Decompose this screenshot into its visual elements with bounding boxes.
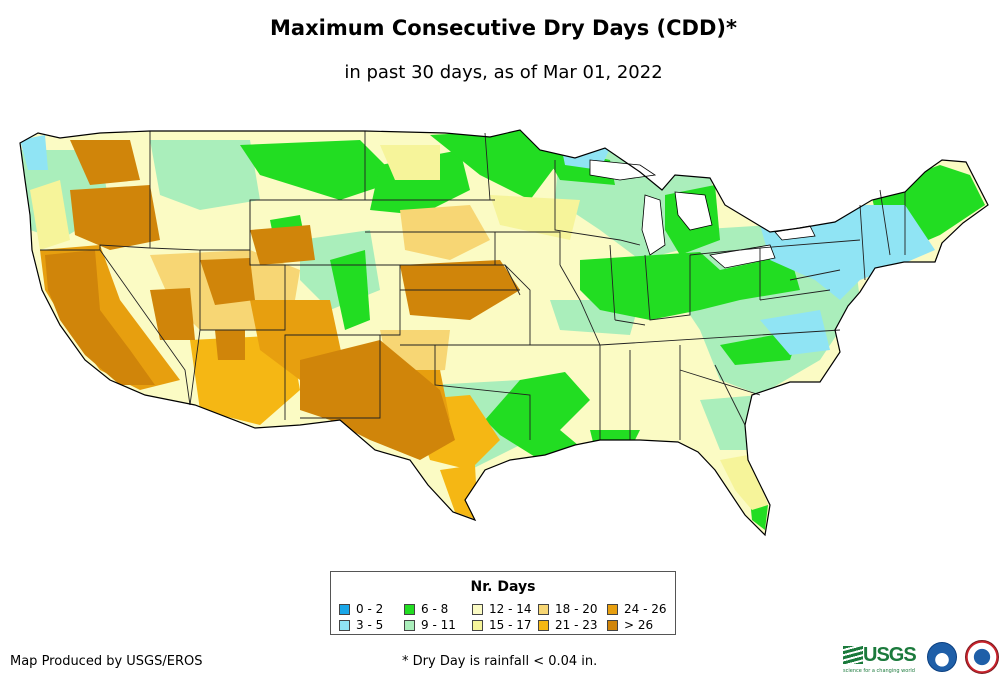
legend-label: 18 - 20: [555, 602, 598, 616]
usgs-logo-text: USGS: [863, 644, 917, 666]
agency-logos: USGS science for a changing world: [843, 640, 1007, 680]
map-title: Maximum Consecutive Dry Days (CDD)*: [270, 16, 737, 40]
legend-item: 21 - 23: [538, 618, 598, 632]
legend-item: 15 - 17: [472, 618, 532, 632]
legend-item: 9 - 11: [404, 618, 456, 632]
legend-item: 24 - 26: [607, 602, 667, 616]
usgs-logo: USGS science for a changing world: [843, 644, 919, 674]
legend-label: 24 - 26: [624, 602, 667, 616]
legend: Nr. Days 0 - 2 3 - 5 6 - 8 9 - 11 12 - 1…: [330, 571, 676, 635]
legend-swatch: [607, 620, 618, 631]
dry-day-footnote: * Dry Day is rainfall < 0.04 in.: [402, 654, 598, 669]
legend-swatch: [404, 604, 415, 615]
legend-swatch: [538, 620, 549, 631]
map-credit: Map Produced by USGS/EROS: [10, 654, 203, 669]
legend-label: 9 - 11: [421, 618, 456, 632]
legend-item: 18 - 20: [538, 602, 598, 616]
legend-swatch: [607, 604, 618, 615]
usgs-tagline: science for a changing world: [843, 668, 915, 674]
legend-swatch: [472, 604, 483, 615]
legend-label: 3 - 5: [356, 618, 384, 632]
legend-swatch: [472, 620, 483, 631]
legend-label: 6 - 8: [421, 602, 449, 616]
legend-label: 21 - 23: [555, 618, 598, 632]
legend-label: 0 - 2: [356, 602, 384, 616]
us-outline: [19, 129, 989, 537]
legend-label: 15 - 17: [489, 618, 532, 632]
usgs-wave-icon: [843, 646, 863, 664]
legend-swatch: [339, 604, 350, 615]
legend-item: > 26: [607, 618, 653, 632]
noaa-logo-icon: [927, 642, 957, 672]
state-borders: [40, 131, 943, 440]
legend-label: 12 - 14: [489, 602, 532, 616]
legend-swatch: [404, 620, 415, 631]
legend-item: 0 - 2: [339, 602, 383, 616]
legend-swatch: [538, 604, 549, 615]
legend-swatch: [339, 620, 350, 631]
cdd-map: [19, 129, 989, 537]
legend-item: 6 - 8: [404, 602, 448, 616]
legend-item: 12 - 14: [472, 602, 532, 616]
legend-title: Nr. Days: [470, 579, 536, 595]
great-lakes: [589, 159, 816, 269]
legend-label: > 26: [624, 618, 654, 632]
map-subtitle: in past 30 days, as of Mar 01, 2022: [344, 62, 663, 83]
cdd-raster: [20, 130, 988, 535]
legend-item: 3 - 5: [339, 618, 383, 632]
nws-logo-icon: [965, 640, 999, 674]
